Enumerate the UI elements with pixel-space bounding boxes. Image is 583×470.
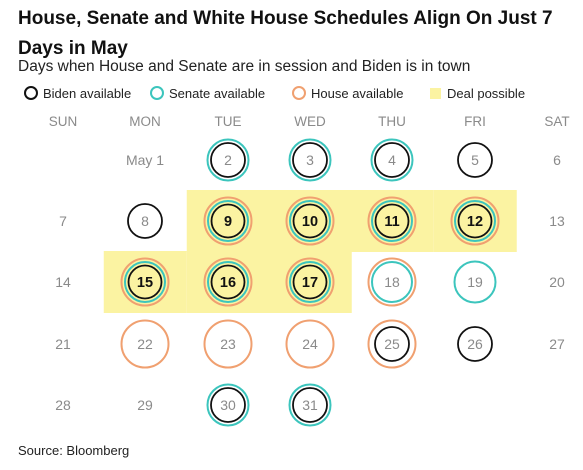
day-label-31: 31 xyxy=(302,397,318,413)
day-label-20: 20 xyxy=(549,274,565,290)
senate-ring-9 xyxy=(207,200,249,242)
senate-ring-16 xyxy=(207,261,249,303)
biden-ring-8 xyxy=(127,203,163,239)
day-label-14: 14 xyxy=(55,274,71,290)
house-ring-9 xyxy=(203,196,253,246)
senate-ring-12 xyxy=(454,200,496,242)
legend-label-senate: Senate available xyxy=(169,85,266,101)
house-ring-22 xyxy=(120,319,170,369)
legend-swatch-senate xyxy=(150,86,164,100)
day-label-17: 17 xyxy=(302,275,318,291)
biden-ring-5 xyxy=(457,142,493,178)
legend-swatch-biden xyxy=(24,86,38,100)
weekday-sun: SUN xyxy=(48,114,78,129)
house-ring-11 xyxy=(367,196,417,246)
weekday-fri: FRI xyxy=(464,114,486,129)
weekday-thu: THU xyxy=(378,114,406,129)
chart-subtitle: Days when House and Senate are in sessio… xyxy=(18,58,471,75)
biden-ring-16 xyxy=(210,264,246,300)
senate-ring-2 xyxy=(206,138,250,182)
biden-ring-11 xyxy=(374,203,410,239)
legend-item-deal: Deal possible xyxy=(430,84,525,102)
day-label-3: 3 xyxy=(306,152,314,168)
house-ring-15 xyxy=(120,257,170,307)
biden-ring-26 xyxy=(457,326,493,362)
day-label-18: 18 xyxy=(384,274,400,290)
day-label-8: 8 xyxy=(141,213,149,229)
day-label-15: 15 xyxy=(137,275,153,291)
legend-label-biden: Biden available xyxy=(43,85,132,101)
day-label-30: 30 xyxy=(220,397,236,413)
senate-ring-11 xyxy=(371,200,413,242)
chart-title: House, Senate and White House Schedules … xyxy=(18,8,553,59)
senate-ring-19 xyxy=(453,260,497,304)
day-label-24: 24 xyxy=(302,336,318,352)
day-label-16: 16 xyxy=(220,275,236,291)
legend-item-house: House available xyxy=(292,84,404,102)
house-ring-18 xyxy=(367,257,417,307)
legend-item-biden: Biden available xyxy=(24,84,131,102)
legend-item-senate: Senate available xyxy=(150,84,265,102)
biden-ring-15 xyxy=(127,264,163,300)
house-ring-12 xyxy=(450,196,500,246)
house-ring-23 xyxy=(203,319,253,369)
house-ring-16 xyxy=(203,257,253,307)
day-label-28: 28 xyxy=(55,397,71,413)
senate-ring-3 xyxy=(288,138,332,182)
biden-ring-9 xyxy=(210,203,246,239)
house-ring-10 xyxy=(285,196,335,246)
biden-ring-17 xyxy=(292,264,328,300)
weekday-mon: MON xyxy=(129,114,161,129)
senate-ring-4 xyxy=(370,138,414,182)
biden-ring-25 xyxy=(374,326,410,362)
biden-ring-12 xyxy=(457,203,493,239)
day-label-10: 10 xyxy=(302,214,318,230)
senate-ring-10 xyxy=(289,200,331,242)
senate-ring-18 xyxy=(371,261,413,303)
day-label-may-1: May 1 xyxy=(126,152,164,168)
day-label-5: 5 xyxy=(471,152,479,168)
day-label-9: 9 xyxy=(224,214,232,230)
day-label-2: 2 xyxy=(224,152,232,168)
house-ring-24 xyxy=(285,319,335,369)
legend-swatch-house xyxy=(292,86,306,100)
legend-swatch-deal xyxy=(430,87,441,99)
day-label-27: 27 xyxy=(549,336,565,352)
day-label-21: 21 xyxy=(55,336,71,352)
source-note: Source: Bloomberg xyxy=(18,443,130,458)
day-label-26: 26 xyxy=(467,336,483,352)
senate-ring-30 xyxy=(206,383,250,427)
house-ring-17 xyxy=(285,257,335,307)
biden-ring-10 xyxy=(292,203,328,239)
legend-label-deal: Deal possible xyxy=(447,85,526,101)
day-label-13: 13 xyxy=(549,213,565,229)
day-label-7: 7 xyxy=(59,213,67,229)
weekday-tue: TUE xyxy=(214,114,242,129)
day-label-11: 11 xyxy=(384,214,399,230)
house-ring-25 xyxy=(367,319,417,369)
weekday-wed: WED xyxy=(294,114,326,129)
senate-ring-31 xyxy=(288,383,332,427)
biden-ring-30 xyxy=(210,387,246,423)
senate-ring-15 xyxy=(124,261,166,303)
day-label-4: 4 xyxy=(388,152,396,168)
day-label-12: 12 xyxy=(467,214,483,230)
weekday-sat: SAT xyxy=(544,114,570,129)
day-label-6: 6 xyxy=(553,152,561,168)
day-label-25: 25 xyxy=(384,336,400,352)
biden-ring-4 xyxy=(374,142,410,178)
biden-ring-31 xyxy=(292,387,328,423)
biden-ring-3 xyxy=(292,142,328,178)
day-label-29: 29 xyxy=(137,397,153,413)
senate-ring-17 xyxy=(289,261,331,303)
day-label-22: 22 xyxy=(137,336,153,352)
legend-label-house: House available xyxy=(311,85,404,101)
biden-ring-2 xyxy=(210,142,246,178)
day-label-19: 19 xyxy=(467,274,483,290)
day-label-23: 23 xyxy=(220,336,236,352)
